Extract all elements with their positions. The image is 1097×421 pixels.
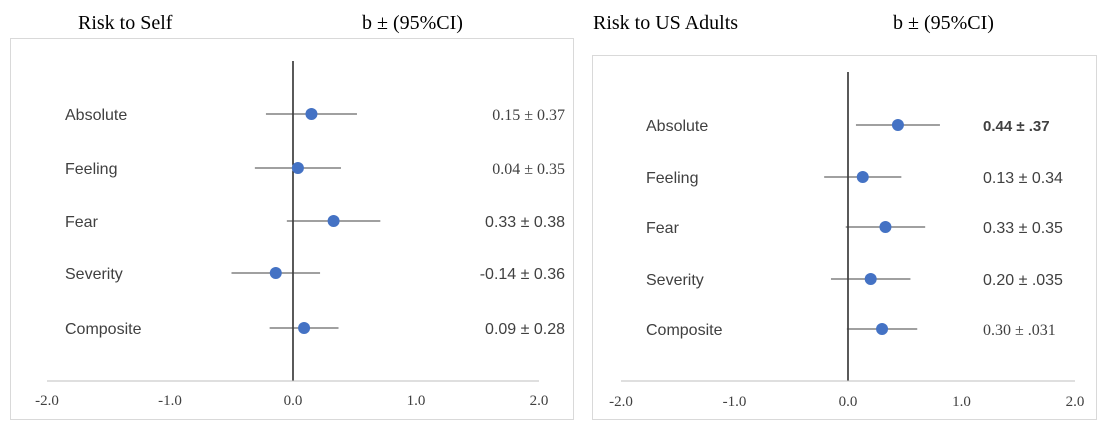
left-point [269, 267, 282, 279]
right-x-tick-label: 0.0 [839, 394, 858, 410]
right-category-label: Fear [646, 220, 680, 237]
left-x-tick-label: 1.0 [407, 393, 426, 409]
left-chart-title: Risk to Self [78, 12, 173, 34]
right-point [856, 171, 869, 183]
left-point [291, 162, 304, 174]
right-point [864, 273, 877, 285]
left-point [298, 322, 311, 334]
right-point [876, 323, 889, 335]
right-chart-panel: -2.0 -1.0 0.0 1.0 2.0 Absolute 0.44 ± .37 Feeli… [592, 55, 1097, 420]
left-category-label: Severity [65, 266, 123, 283]
right-point [891, 119, 904, 131]
left-x-tick-label: -2.0 [35, 393, 59, 409]
left-chart-panel: -2.0 -1.0 0.0 1.0 2.0 Absolute 0.15 ± 0.37 Feel… [10, 38, 574, 420]
right-category-label: Absolute [646, 118, 708, 135]
right-category-label: Feeling [646, 170, 698, 187]
right-value-annotation: 0.13 ± 0.34 [983, 170, 1063, 187]
left-point [327, 215, 340, 227]
right-chart-subtitle: b ± (95%CI) [893, 12, 994, 34]
right-chart-svg: -2.0 -1.0 0.0 1.0 2.0 Absolute 0.44 ± .37 Feeli… [609, 72, 1085, 410]
left-x-tick-label: 2.0 [530, 393, 549, 409]
right-x-tick-label: -1.0 [723, 394, 747, 410]
right-x-tick-label: 1.0 [952, 394, 971, 410]
left-value-annotation: 0.15 ± 0.37 [492, 107, 565, 124]
left-point [305, 108, 318, 120]
right-value-annotation: 0.44 ± .37 [983, 118, 1050, 135]
left-value-annotation: 0.09 ± 0.28 [485, 321, 565, 338]
right-chart-title: Risk to US Adults [593, 12, 739, 34]
left-value-annotation: -0.14 ± 0.36 [480, 266, 565, 283]
right-x-tick-label: -2.0 [609, 394, 633, 410]
left-x-tick-label: 0.0 [284, 393, 303, 409]
right-value-annotation: 0.20 ± .035 [983, 272, 1063, 289]
right-category-label: Composite [646, 322, 723, 339]
right-value-annotation: 0.33 ± 0.35 [983, 220, 1063, 237]
left-category-label: Composite [65, 321, 142, 338]
left-value-annotation: 0.04 ± 0.35 [492, 161, 565, 178]
left-chart-subtitle: b ± (95%CI) [362, 12, 463, 34]
left-value-annotation: 0.33 ± 0.38 [485, 214, 565, 231]
right-point [879, 221, 892, 233]
left-chart-svg: -2.0 -1.0 0.0 1.0 2.0 Absolute 0.15 ± 0.37 Feel… [35, 61, 565, 409]
left-category-label: Feeling [65, 161, 117, 178]
right-category-label: Severity [646, 272, 704, 289]
left-category-label: Absolute [65, 107, 127, 124]
left-x-tick-label: -1.0 [158, 393, 182, 409]
right-x-tick-label: 2.0 [1066, 394, 1085, 410]
right-value-annotation: 0.30 ± .031 [983, 322, 1056, 339]
left-category-label: Fear [65, 214, 99, 231]
